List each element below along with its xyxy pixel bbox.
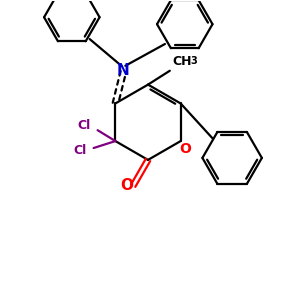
Text: Cl: Cl (73, 145, 86, 158)
Text: 3: 3 (190, 56, 197, 66)
Text: Cl: Cl (77, 119, 90, 132)
Text: O: O (180, 142, 191, 156)
Text: N: N (117, 63, 130, 78)
Text: O: O (121, 178, 134, 193)
Text: CH: CH (172, 55, 191, 68)
